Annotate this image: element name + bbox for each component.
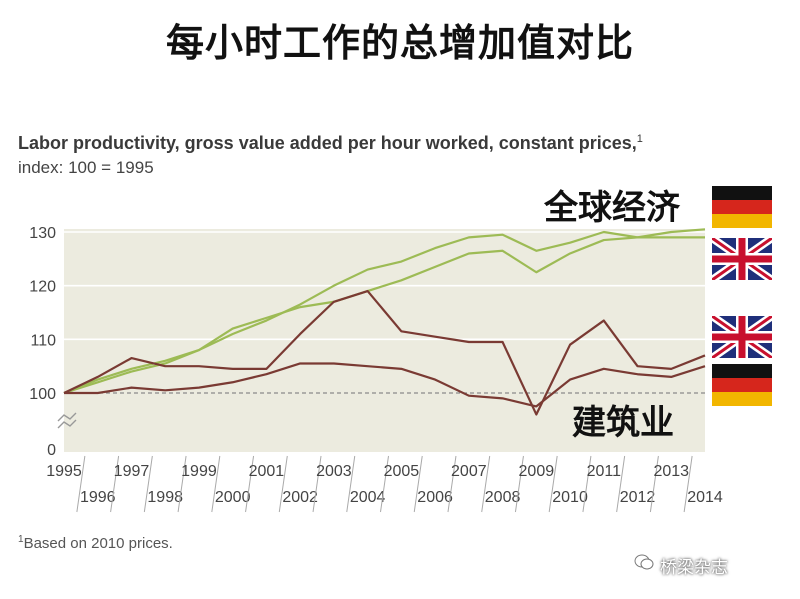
germany-flag-icon [712,364,772,406]
index-note: index: 100 = 1995 [18,158,154,177]
x-tick-label: 2003 [316,463,352,480]
x-tick-separator [582,455,592,513]
x-tick-label: 2000 [215,489,251,506]
x-tick-label: 2006 [417,489,453,506]
x-tick-separator [278,455,288,513]
x-tick-label: 1995 [46,463,82,480]
x-tick-label: 2002 [282,489,318,506]
chart-subtitle: Labor productivity, gross value added pe… [18,133,643,154]
footnote: 1Based on 2010 prices. [18,534,173,552]
x-tick-label: 2010 [552,489,588,506]
x-tick-label: 2009 [519,463,555,480]
annotation-global-economy: 全球经济 [544,188,680,228]
y-tick-label: 110 [30,332,56,349]
y-tick-label: 100 [29,386,56,403]
series-line-construction-4 [64,362,706,408]
x-tick-separator [346,455,356,513]
x-tick-label: 2008 [485,489,521,506]
y-tick-label: 0 [47,442,56,459]
x-tick-separator [76,455,86,513]
x-tick-separator [447,455,457,513]
x-tick-separator [312,455,322,513]
x-tick-separator [413,455,423,513]
x-tick-label: 2007 [451,463,487,480]
uk-flag-icon [712,316,772,358]
x-tick-separator [143,455,153,513]
x-tick-separator [481,455,491,513]
x-tick-separator [616,455,626,513]
germany-flag-icon [712,186,772,228]
x-tick-separator [211,455,221,513]
x-tick-separator [683,455,693,513]
footnote-marker: 1 [636,133,643,145]
x-tick-label: 2013 [653,463,689,480]
x-tick-label: 2005 [384,463,420,480]
x-tick-separator [548,455,558,513]
series-line-global-1 [63,228,706,395]
y-tick-label: 120 [29,279,56,296]
y-tick-label: 130 [29,225,56,242]
annotation-construction: 建筑业 [572,403,674,443]
x-tick-separator [380,455,389,513]
x-tick-label: 1998 [147,489,183,506]
x-tick-label: 2004 [350,489,386,506]
watermark: 桥梁杂志 [660,558,728,578]
x-tick-separator [245,455,255,513]
x-tick-label: 2012 [620,489,656,506]
wechat-icon [634,554,654,570]
x-tick-label: 2011 [587,463,622,480]
x-tick-label: 2001 [249,463,285,480]
axis-break-mark [57,412,77,422]
x-tick-label: 2014 [687,489,723,506]
series-line-global-2 [63,236,705,395]
x-tick-label: 1999 [181,463,217,480]
x-tick-separator [110,455,120,513]
x-tick-separator [514,455,524,513]
axis-break-mark [57,419,77,429]
x-tick-label: 1997 [114,463,150,480]
x-tick-separator [177,455,187,513]
footnote-text: Based on 2010 prices. [23,535,173,552]
chart-subtitle-text: Labor productivity, gross value added pe… [18,133,637,153]
page-title: 每小时工作的总增加值对比 [165,21,634,65]
x-tick-separator [649,455,659,513]
series-line-construction-3 [63,289,706,416]
uk-flag-icon [712,238,772,280]
x-tick-label: 1996 [80,489,116,506]
footnote-marker: 1 [18,534,24,545]
